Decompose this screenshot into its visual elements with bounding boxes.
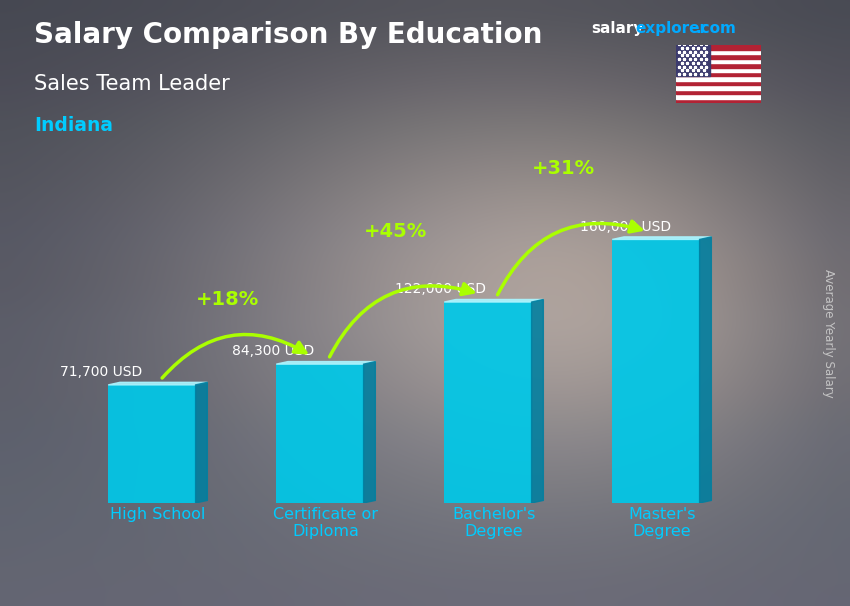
Text: explorer: explorer [636,21,708,36]
Text: Average Yearly Salary: Average Yearly Salary [822,269,836,398]
Bar [676,72,761,76]
Text: 160,000 USD: 160,000 USD [580,219,672,234]
Bar [676,59,761,63]
Text: Certificate or
Diploma: Certificate or Diploma [274,507,378,539]
Text: Salary Comparison By Education: Salary Comparison By Education [34,21,542,49]
Text: +31%: +31% [532,159,595,178]
Polygon shape [531,299,543,503]
FancyBboxPatch shape [276,364,364,503]
Bar [676,90,761,94]
Text: High School: High School [110,507,206,522]
Bar [676,85,761,90]
Text: Master's
Degree: Master's Degree [628,507,695,539]
Polygon shape [276,362,376,364]
Text: +45%: +45% [364,222,427,241]
Polygon shape [108,382,207,385]
Bar [676,63,761,68]
Bar [676,55,761,59]
Text: Bachelor's
Degree: Bachelor's Degree [452,507,536,539]
FancyBboxPatch shape [612,239,700,503]
Polygon shape [700,237,711,503]
Bar [676,76,761,81]
Bar [676,45,710,76]
Bar [676,81,761,85]
Text: .com: .com [695,21,736,36]
Text: 122,000 USD: 122,000 USD [395,282,486,296]
Bar [676,68,761,72]
Bar [676,45,761,50]
Text: salary: salary [591,21,643,36]
Text: 71,700 USD: 71,700 USD [60,365,143,379]
Text: Indiana: Indiana [34,116,113,135]
Text: 84,300 USD: 84,300 USD [232,344,314,358]
Bar [676,50,761,55]
FancyBboxPatch shape [108,385,196,503]
Bar [676,94,761,99]
Text: +18%: +18% [196,290,259,310]
Polygon shape [364,362,376,503]
Polygon shape [612,237,711,239]
Text: Sales Team Leader: Sales Team Leader [34,74,230,94]
FancyBboxPatch shape [445,302,531,503]
Polygon shape [445,299,543,302]
Polygon shape [196,382,207,503]
Bar [676,99,761,103]
